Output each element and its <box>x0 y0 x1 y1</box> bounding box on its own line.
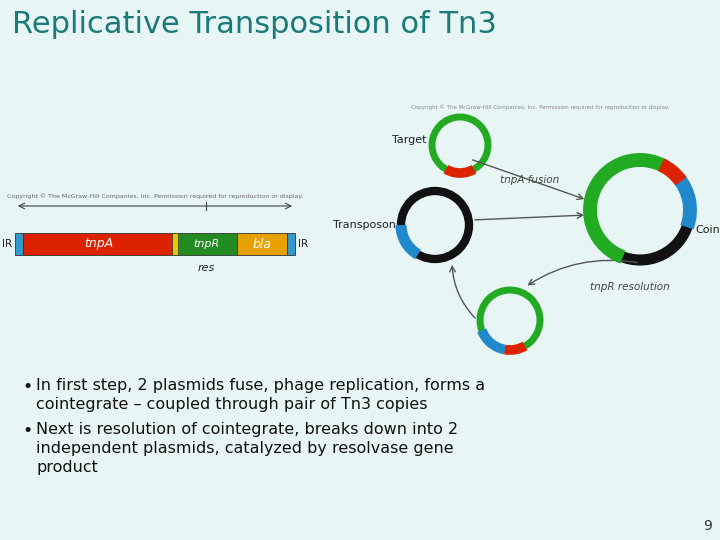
Text: tnpR resolution: tnpR resolution <box>590 282 670 292</box>
Text: •: • <box>22 422 32 440</box>
Text: res: res <box>197 263 215 273</box>
Text: independent plasmids, catalyzed by resolvase gene: independent plasmids, catalyzed by resol… <box>36 441 454 456</box>
Text: •: • <box>22 378 32 396</box>
Text: product: product <box>36 460 98 475</box>
Bar <box>237 233 287 255</box>
Text: Transposon: Transposon <box>333 220 396 230</box>
Text: cointegrate – coupled through pair of Tn3 copies: cointegrate – coupled through pair of Tn… <box>36 397 428 412</box>
Text: Target: Target <box>392 135 427 145</box>
Text: IR: IR <box>2 239 12 249</box>
Text: Replicative Transposition of Tn3: Replicative Transposition of Tn3 <box>12 10 497 39</box>
Bar <box>15 233 23 255</box>
Text: Next is resolution of cointegrate, breaks down into 2: Next is resolution of cointegrate, break… <box>36 422 458 437</box>
Bar <box>172 233 178 255</box>
Text: bla: bla <box>253 238 271 251</box>
Text: tnpA: tnpA <box>84 238 114 251</box>
Text: IR: IR <box>298 239 308 249</box>
Text: tnpR: tnpR <box>193 239 219 249</box>
Bar <box>287 233 295 255</box>
Text: Copyright © The McGraw-Hill Companies, Inc. Permission required for reproduction: Copyright © The McGraw-Hill Companies, I… <box>411 104 669 110</box>
Text: 9: 9 <box>703 519 712 533</box>
Text: Cointegrate: Cointegrate <box>695 225 720 235</box>
Bar <box>175 233 237 255</box>
Text: Copyright © The McGraw-Hill Companies, Inc. Permission required for reproduction: Copyright © The McGraw-Hill Companies, I… <box>7 193 303 199</box>
Bar <box>23 233 175 255</box>
Text: In first step, 2 plasmids fuse, phage replication, forms a: In first step, 2 plasmids fuse, phage re… <box>36 378 485 393</box>
Text: tnpA fusion: tnpA fusion <box>500 175 559 185</box>
